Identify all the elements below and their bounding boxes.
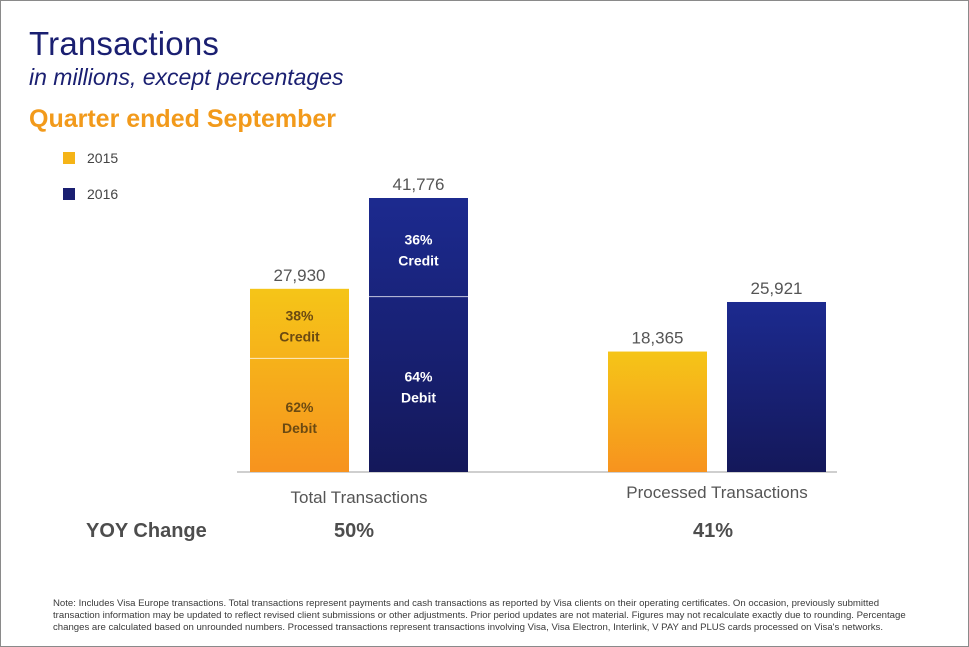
legend-label-2016: 2016 bbox=[87, 186, 119, 202]
value-label-2016-total: 41,776 bbox=[393, 175, 445, 194]
yoy-value-processed: 41% bbox=[692, 520, 734, 542]
segment-pct-2016-credit: 36% bbox=[404, 231, 433, 247]
category-label-total: Total Transactions bbox=[290, 488, 427, 507]
footnote: Note: Includes Visa Europe transactions.… bbox=[53, 598, 906, 634]
segment-pct-2015-debit: 62% bbox=[285, 399, 314, 415]
legend-label-2015: 2015 bbox=[87, 150, 119, 166]
legend-item-2016: 2016 bbox=[63, 186, 118, 202]
legend-swatch-2016 bbox=[63, 188, 75, 200]
page-subtitle: in millions, except percentages bbox=[29, 64, 344, 90]
bar-2016-processed bbox=[727, 301, 826, 472]
legend-item-2015: 2015 bbox=[63, 150, 118, 166]
legend-swatch-2015 bbox=[63, 152, 75, 164]
yoy-label: YOY Change bbox=[86, 520, 207, 542]
bar-2015-processed bbox=[608, 351, 707, 472]
period-heading: Quarter ended September bbox=[29, 105, 337, 133]
bar-2015-total bbox=[250, 288, 349, 472]
segment-label-2015-debit: Debit bbox=[282, 420, 317, 436]
bar-chart: 27,930 62% Debit 38% Credit 41,776 64% Debit 36%… bbox=[237, 175, 837, 507]
value-label-2016-processed: 25,921 bbox=[751, 279, 803, 298]
segment-label-2016-credit: Credit bbox=[398, 252, 439, 268]
segment-label-2015-credit: Credit bbox=[279, 329, 320, 345]
segment-pct-2015-credit: 38% bbox=[285, 308, 314, 324]
bar-2016-total bbox=[369, 198, 468, 472]
category-label-processed: Processed Transactions bbox=[626, 483, 807, 502]
page-title: Transactions bbox=[29, 25, 220, 62]
segment-label-2016-debit: Debit bbox=[401, 389, 436, 405]
value-label-2015-total: 27,930 bbox=[274, 266, 326, 285]
segment-pct-2016-debit: 64% bbox=[404, 368, 433, 384]
yoy-value-total: 50% bbox=[333, 520, 375, 542]
value-label-2015-processed: 18,365 bbox=[632, 329, 684, 348]
